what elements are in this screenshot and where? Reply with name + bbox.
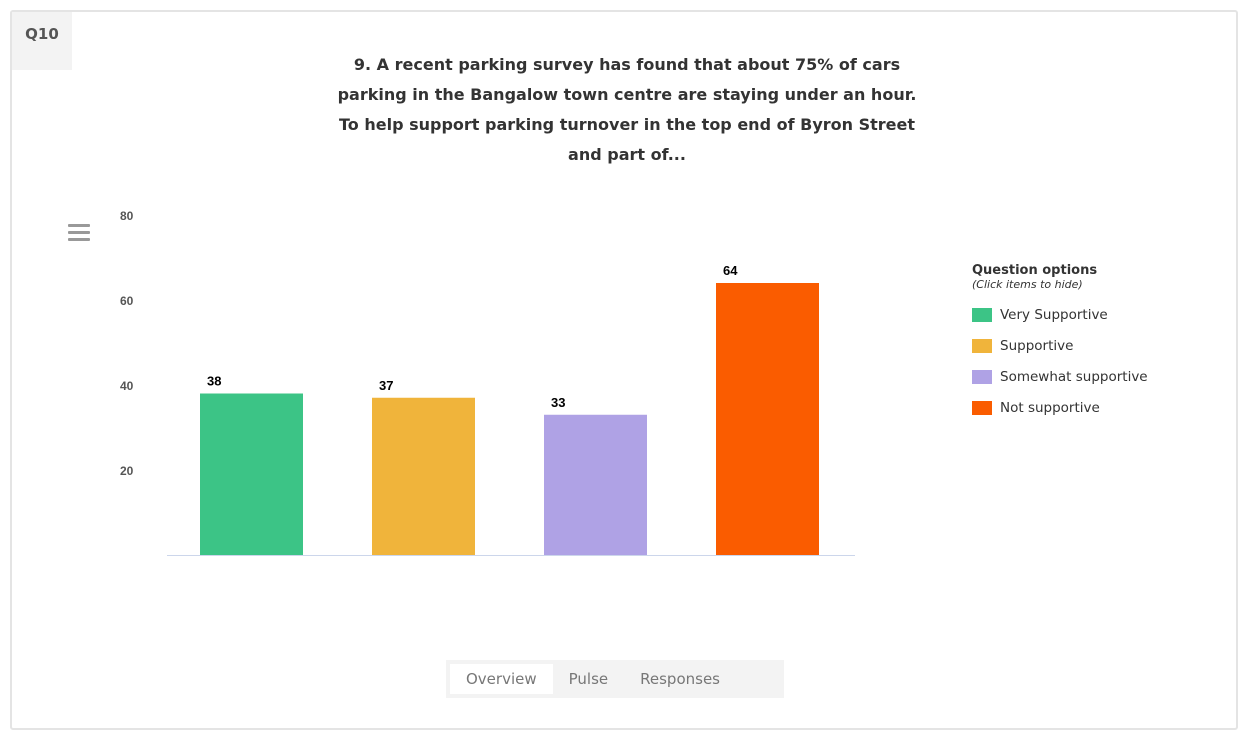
legend-label: Somewhat supportive (1000, 368, 1148, 385)
legend-label: Very Supportive (1000, 306, 1108, 323)
legend: Question options (Click items to hide) V… (972, 263, 1148, 423)
title-line: and part of... (568, 145, 686, 164)
bar-supportive[interactable] (372, 397, 475, 555)
legend-label: Supportive (1000, 337, 1074, 354)
y-tick-label: 60 (120, 294, 134, 308)
data-labels: 38 37 33 64 (207, 263, 738, 410)
tab-overview[interactable]: Overview (450, 664, 553, 694)
y-tick-label: 40 (120, 379, 134, 393)
legend-label: Not supportive (1000, 399, 1100, 416)
question-number: Q10 (25, 25, 59, 43)
data-label: 37 (379, 378, 393, 393)
legend-item-supportive[interactable]: Supportive (972, 330, 1148, 361)
bar-very-supportive[interactable] (200, 393, 303, 556)
y-axis-labels: 20 40 60 80 (120, 209, 134, 478)
legend-swatch (972, 369, 992, 384)
legend-swatch (972, 307, 992, 322)
y-tick-label: 20 (120, 464, 134, 478)
title-line: To help support parking turnover in the … (339, 115, 915, 134)
question-title: 9. A recent parking survey has found tha… (302, 50, 952, 170)
legend-swatch (972, 338, 992, 353)
question-card: Q10 9. A recent parking survey has found… (10, 10, 1238, 730)
y-tick-label: 80 (120, 209, 134, 223)
data-label: 38 (207, 374, 221, 389)
view-tabs: Overview Pulse Responses (446, 660, 784, 698)
legend-item-not-supportive[interactable]: Not supportive (972, 392, 1148, 423)
bar-not-supportive[interactable] (716, 283, 819, 555)
title-line: parking in the Bangalow town centre are … (337, 85, 917, 104)
data-label: 33 (551, 395, 565, 410)
question-number-badge: Q10 (12, 12, 72, 70)
chart-menu-icon[interactable] (68, 224, 90, 242)
data-label: 64 (723, 263, 738, 278)
bar-somewhat-supportive[interactable] (544, 414, 647, 555)
legend-item-very-supportive[interactable]: Very Supportive (972, 299, 1148, 330)
legend-title: Question options (972, 263, 1098, 278)
legend-subtitle: (Click items to hide) (972, 278, 1083, 291)
legend-swatch (972, 400, 992, 415)
bars-group (200, 283, 819, 555)
tab-pulse[interactable]: Pulse (568, 670, 609, 688)
tab-responses[interactable]: Responses (640, 670, 720, 688)
bar-chart: 20 40 60 80 38 37 33 64 (120, 209, 855, 556)
title-line: 9. A recent parking survey has found tha… (353, 55, 901, 74)
legend-item-somewhat-supportive[interactable]: Somewhat supportive (972, 361, 1148, 392)
